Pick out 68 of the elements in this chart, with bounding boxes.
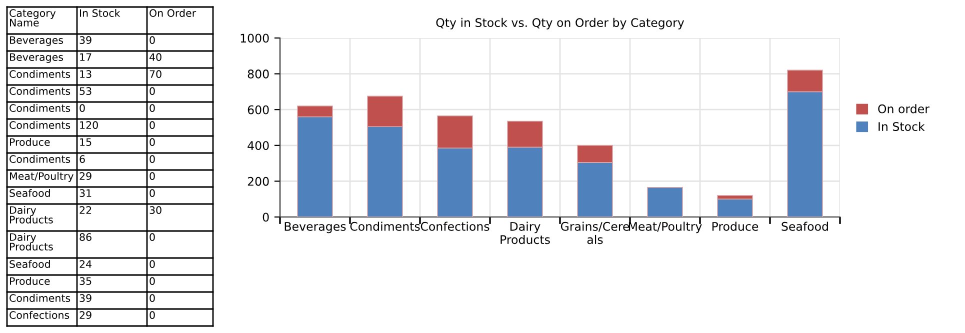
text: 0 (150, 36, 155, 44)
text: In Stock (80, 9, 120, 17)
y-tick-label: 200 (248, 176, 269, 186)
text: 31 (80, 189, 92, 197)
text: Meat/Poultry (10, 172, 74, 182)
text: 39 (80, 36, 92, 44)
legend-label: In Stock (878, 122, 925, 131)
y-tick-label: 400 (248, 141, 269, 150)
text: 0 (150, 233, 155, 241)
text: Condiments (10, 87, 70, 95)
text: 17 (80, 53, 92, 61)
text: 30 (150, 206, 162, 214)
bar (717, 198, 753, 217)
text: Category Name (10, 9, 56, 27)
x-tick-label: Confections (420, 222, 490, 231)
text: 86 (80, 233, 92, 241)
text: 0 (80, 104, 85, 112)
x-tick-label: Condiments (350, 222, 420, 231)
text: 0 (150, 104, 155, 112)
text: 24 (80, 260, 92, 268)
y-tick-label: 600 (248, 105, 269, 114)
text: On Order (150, 9, 196, 17)
text: 6 (80, 155, 85, 163)
x-tick-label: Seafood (782, 222, 828, 231)
text: 70 (150, 70, 162, 78)
text: 0 (150, 121, 155, 129)
text: Condiments (10, 121, 70, 129)
text: Condiments (10, 294, 70, 302)
x-tick-label: Dairy Products (500, 222, 550, 244)
text: 22 (80, 206, 92, 214)
y-tick-label: 1000 (240, 34, 269, 43)
text: Seafood (10, 189, 50, 197)
text: Beverages (10, 36, 64, 46)
bar (647, 187, 683, 217)
text: 0 (150, 172, 155, 180)
chart-title: Qty in Stock vs. Qty on Order by Category (436, 18, 684, 30)
text: 0 (150, 294, 155, 302)
text: Confections (10, 311, 70, 319)
text: 0 (150, 260, 155, 268)
text: 0 (150, 277, 155, 285)
text: 35 (80, 277, 92, 285)
text: 13 (80, 70, 92, 78)
text: 0 (150, 189, 155, 197)
text: Condiments (10, 70, 70, 78)
text: 120 (80, 121, 98, 129)
text: 53 (80, 87, 92, 95)
y-tick-label: 800 (248, 70, 269, 78)
x-tick-label: Beverages (284, 222, 346, 234)
x-tick-label: Produce (712, 222, 758, 231)
text: Beverages (10, 53, 64, 63)
text: 40 (150, 53, 162, 61)
legend-label: On order (878, 104, 930, 114)
text: 39 (80, 294, 92, 302)
text: 29 (80, 172, 92, 180)
text: Condiments (10, 104, 70, 112)
x-tick-label: Grains/Cere als (560, 222, 630, 244)
text: 0 (150, 87, 155, 95)
text: 0 (150, 138, 155, 146)
text: 15 (80, 138, 92, 146)
x-tick-label: Meat/Poultry (628, 222, 702, 234)
text: Condiments (10, 155, 70, 163)
y-tick-label: 0 (262, 212, 269, 222)
text: 29 (80, 311, 92, 319)
text: 0 (150, 311, 155, 319)
text: Produce (10, 138, 50, 146)
text: 0 (150, 155, 155, 163)
text: Seafood (10, 260, 50, 268)
text: Produce (10, 277, 50, 285)
